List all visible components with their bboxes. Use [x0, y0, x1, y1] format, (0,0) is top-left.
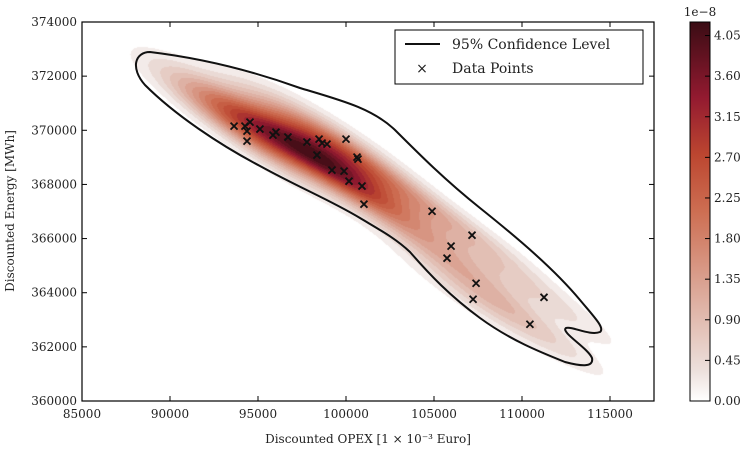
y-tick-label: 360000 [31, 394, 77, 408]
colorbar-tick-label: 4.05 [714, 29, 741, 43]
data-point [322, 139, 332, 149]
data-point [271, 128, 281, 137]
data-point [339, 167, 349, 176]
data-point [353, 154, 363, 164]
data-point [525, 320, 535, 329]
data-point [471, 279, 481, 288]
y-tick-label: 370000 [31, 123, 77, 137]
data-point [327, 165, 337, 175]
data-point [357, 181, 367, 191]
y-axis-label: Discounted Energy [MWh] [3, 130, 17, 292]
colorbar-tick-label: 0.90 [714, 313, 741, 327]
x-tick-label: 110000 [499, 407, 545, 421]
y-tick-label: 362000 [31, 340, 77, 354]
colorbar-tick-label: 2.70 [714, 150, 741, 164]
x-axis-label: Discounted OPEX [1 × 10⁻³ Euro] [265, 432, 471, 446]
y-tick-label: 372000 [31, 69, 77, 83]
data-point [344, 177, 354, 186]
colorbar-tick-label: 3.60 [714, 69, 741, 83]
x-tick-label: 95000 [239, 407, 277, 421]
data-point [242, 136, 252, 146]
x-tick-label: 100000 [323, 407, 369, 421]
colorbar-tick-label: 0.00 [714, 394, 741, 408]
x-tick-label: 90000 [151, 407, 189, 421]
y-tick-label: 364000 [31, 286, 77, 300]
colorbar-tick-label: 1.80 [714, 232, 741, 246]
data-point [427, 207, 437, 216]
data-point [302, 137, 312, 147]
colorbar [689, 21, 711, 402]
colorbar-tick-label: 0.45 [714, 353, 741, 367]
colorbar-tick-label: 1.35 [714, 272, 741, 286]
data-point [242, 126, 252, 136]
x-tick-label: 115000 [587, 407, 633, 421]
y-tick-label: 368000 [31, 177, 77, 191]
data-point [539, 293, 549, 302]
data-point [359, 200, 369, 209]
y-tick-label: 366000 [31, 232, 77, 246]
data-point [283, 132, 293, 142]
data-point [255, 124, 265, 134]
colorbar-tick-label: 3.15 [714, 110, 741, 124]
legend-entry-points: Data Points [452, 61, 534, 77]
density-heatmap [82, 22, 654, 401]
data-point [446, 242, 456, 251]
data-point [229, 121, 239, 131]
data-point [442, 254, 452, 263]
confidence-contour [135, 50, 603, 367]
data-point [245, 118, 255, 127]
data-point [312, 150, 322, 160]
legend-entry-contour: 95% Confidence Level [452, 37, 611, 53]
colorbar-tick-label: 2.25 [714, 191, 741, 205]
x-tick-label: 85000 [63, 407, 101, 421]
legend: 95% Confidence Level × Data Points [394, 29, 644, 85]
x-tick-label: 105000 [411, 407, 457, 421]
legend-marker-icon: × [416, 61, 428, 77]
data-point [467, 231, 477, 240]
data-point [468, 295, 478, 304]
plot-frame [81, 21, 655, 402]
colorbar-scale-label: 1e−8 [684, 5, 716, 19]
data-point [341, 134, 351, 144]
y-tick-label: 374000 [31, 15, 77, 29]
